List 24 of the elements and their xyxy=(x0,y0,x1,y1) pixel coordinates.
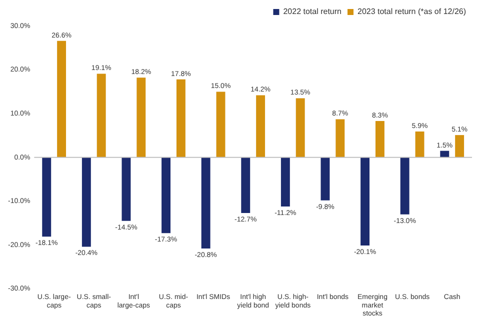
bar xyxy=(375,121,384,158)
bar xyxy=(241,157,250,214)
bar xyxy=(440,150,450,158)
bar xyxy=(360,157,370,246)
bar xyxy=(82,157,91,247)
bar xyxy=(256,95,266,158)
bar xyxy=(415,132,424,158)
legend-label: 2022 total return xyxy=(283,7,342,16)
bar xyxy=(216,92,226,158)
legend-label: 2023 total return (*as of 12/26) xyxy=(357,7,466,16)
bar xyxy=(320,157,330,200)
bar xyxy=(57,40,66,158)
bar xyxy=(176,79,186,158)
bar xyxy=(400,157,410,214)
bar xyxy=(336,119,345,158)
bar xyxy=(96,74,106,158)
bar xyxy=(122,157,131,221)
bar xyxy=(280,157,290,206)
bar xyxy=(162,157,170,234)
bar xyxy=(201,157,210,249)
bar xyxy=(296,98,305,158)
bar xyxy=(42,157,52,237)
bar xyxy=(136,78,146,158)
bar xyxy=(455,135,464,158)
